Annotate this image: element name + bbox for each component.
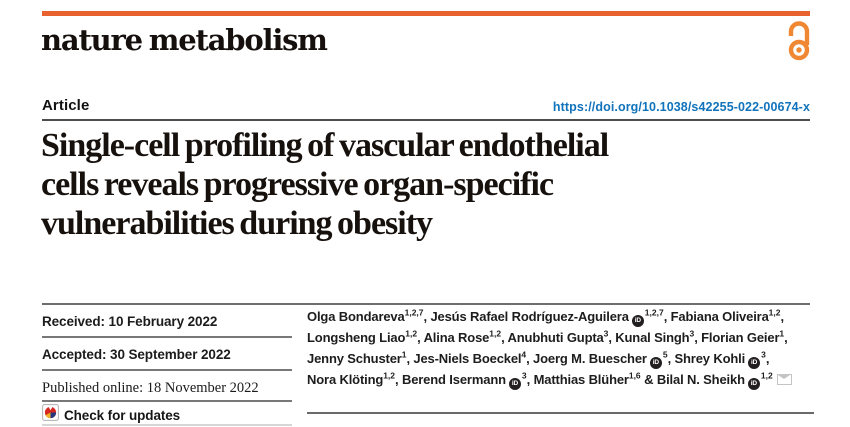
affiliation-superscript: 1,2	[760, 370, 773, 381]
received-date: Received: 10 February 2022	[42, 314, 217, 329]
title-line: vulnerabilities during obesity	[41, 205, 433, 242]
history-divider	[42, 369, 292, 371]
email-icon[interactable]	[776, 374, 792, 385]
affiliation-superscript: 3	[761, 349, 766, 360]
affiliation-superscript: 1,2,7	[404, 307, 424, 318]
affiliation-superscript: 1	[401, 349, 407, 360]
received-value: 10 February 2022	[108, 314, 218, 329]
affiliation-superscript: 1,2	[383, 370, 396, 381]
orcid-icon[interactable]: iD	[748, 357, 761, 369]
crossmark-icon	[42, 404, 59, 426]
author-line: Olga Bondareva1,2,7, Jesús Rafael Rodríg…	[307, 306, 814, 327]
header-divider	[42, 119, 810, 121]
open-access-icon	[786, 19, 812, 67]
check-for-updates-label: Check for updates	[64, 407, 181, 423]
affiliation-superscript: 3	[603, 328, 609, 339]
affiliation-superscript: 1,2,7	[644, 307, 664, 318]
author-line: Nora Klöting1,2, Berend Isermann iD3, Mat…	[307, 369, 814, 390]
affiliation-superscript: 1,2	[405, 328, 418, 339]
history-divider	[42, 400, 292, 402]
affiliation-superscript: 1,6	[628, 370, 641, 381]
published-online-date: Published online: 18 November 2022	[42, 380, 259, 397]
article-title: Single-cell profiling of vascular endoth…	[41, 126, 781, 243]
orcid-icon[interactable]: iD	[649, 357, 662, 369]
doi-link[interactable]: https://doi.org/10.1038/s42255-022-00674…	[552, 100, 810, 114]
author-line: Jenny Schuster1, Jes-Niels Boeckel4, Joe…	[307, 348, 814, 369]
history-divider	[42, 336, 292, 338]
check-for-updates-button[interactable]: Check for updates	[42, 404, 180, 426]
journal-accent-bar	[42, 11, 810, 16]
author-line: Longsheng Liao1,2, Alina Rose1,2, Anubhu…	[307, 328, 788, 345]
affiliation-superscript: 4	[521, 349, 527, 360]
journal-logo: nature metabolism	[41, 23, 328, 57]
orcid-icon[interactable]: iD	[747, 378, 760, 390]
affiliation-superscript: 3	[521, 370, 527, 381]
author-bottom-divider	[307, 412, 814, 414]
orcid-icon[interactable]: iD	[631, 315, 644, 327]
affiliation-superscript: 1,2	[768, 307, 781, 318]
published-label: Published online:	[42, 380, 144, 396]
accepted-value: 30 September 2022	[110, 347, 231, 362]
affiliation-superscript: 3	[689, 328, 695, 339]
author-block: Olga Bondareva1,2,7, Jesús Rafael Rodríg…	[307, 306, 814, 390]
affiliation-superscript: 1	[779, 328, 785, 339]
accepted-label: Accepted:	[42, 347, 107, 362]
affiliation-superscript: 1,2	[489, 328, 502, 339]
metadata-top-divider	[42, 303, 810, 305]
received-label: Received:	[42, 314, 105, 329]
title-line: Single-cell profiling of vascular endoth…	[41, 127, 609, 164]
title-line: cells reveals progressive organ-specific	[41, 166, 554, 203]
affiliation-superscript: 5	[662, 349, 668, 360]
accepted-date: Accepted: 30 September 2022	[42, 347, 231, 362]
history-bottom-divider	[42, 424, 292, 426]
article-type-label: Article	[42, 97, 90, 114]
published-value: 18 November 2022	[146, 380, 259, 396]
orcid-icon[interactable]: iD	[508, 378, 521, 390]
